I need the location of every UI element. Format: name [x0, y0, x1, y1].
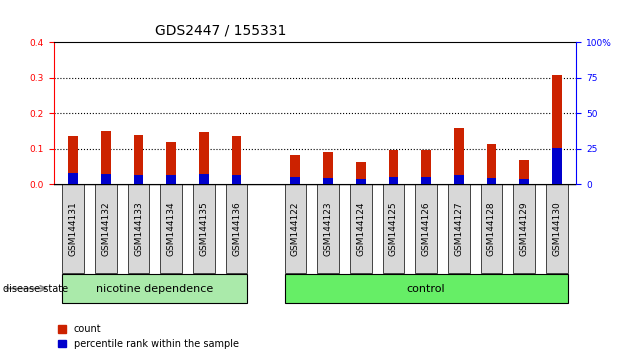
Bar	[285, 184, 306, 273]
Text: GSM144136: GSM144136	[232, 201, 241, 256]
Bar	[232, 175, 241, 184]
Bar	[226, 184, 248, 273]
Bar	[290, 155, 301, 184]
Bar	[68, 173, 78, 184]
Bar	[389, 150, 398, 184]
Bar	[454, 128, 464, 184]
Text: GDS2447 / 155331: GDS2447 / 155331	[155, 23, 286, 37]
Bar	[421, 177, 431, 184]
Bar	[134, 135, 144, 184]
Bar	[486, 144, 496, 184]
Text: GSM144125: GSM144125	[389, 201, 398, 256]
Bar	[513, 184, 535, 273]
Bar	[161, 184, 182, 273]
Bar	[95, 184, 117, 273]
Bar	[68, 136, 78, 184]
Bar	[546, 184, 568, 273]
Bar	[519, 160, 529, 184]
Text: GSM144131: GSM144131	[69, 201, 77, 256]
Bar	[421, 150, 431, 184]
Text: disease state: disease state	[3, 284, 68, 293]
Text: GSM144123: GSM144123	[324, 201, 333, 256]
Bar	[382, 184, 404, 273]
Text: GSM144135: GSM144135	[199, 201, 209, 256]
Bar	[193, 184, 215, 273]
Text: GSM144130: GSM144130	[553, 201, 561, 256]
Bar	[101, 174, 111, 184]
Bar	[166, 175, 176, 184]
Bar	[285, 274, 568, 303]
Bar	[552, 148, 562, 184]
Text: GSM144134: GSM144134	[167, 201, 176, 256]
Bar	[356, 162, 365, 184]
Text: nicotine dependence: nicotine dependence	[96, 284, 214, 293]
Bar	[486, 178, 496, 184]
Bar	[481, 184, 502, 273]
Bar	[62, 274, 248, 303]
Bar	[323, 178, 333, 184]
Text: GSM144128: GSM144128	[487, 201, 496, 256]
Bar	[134, 175, 144, 184]
Bar	[62, 184, 84, 273]
Text: GSM144124: GSM144124	[356, 201, 365, 256]
Text: GSM144127: GSM144127	[454, 201, 463, 256]
Bar	[128, 184, 149, 273]
Text: control: control	[407, 284, 445, 293]
Text: GSM144129: GSM144129	[520, 201, 529, 256]
Bar	[552, 75, 562, 184]
Bar	[199, 132, 209, 184]
Bar	[415, 184, 437, 273]
Bar	[389, 177, 398, 184]
Text: GSM144122: GSM144122	[291, 201, 300, 256]
Text: GSM144132: GSM144132	[101, 201, 110, 256]
Bar	[232, 136, 241, 184]
Bar	[101, 131, 111, 184]
Text: GSM144126: GSM144126	[421, 201, 431, 256]
Legend: count, percentile rank within the sample: count, percentile rank within the sample	[59, 324, 239, 349]
Bar	[199, 174, 209, 184]
Text: GSM144133: GSM144133	[134, 201, 143, 256]
Bar	[448, 184, 469, 273]
Bar	[454, 175, 464, 184]
Bar	[356, 179, 365, 184]
Bar	[519, 179, 529, 184]
Bar	[318, 184, 339, 273]
Bar	[350, 184, 372, 273]
Bar	[290, 177, 301, 184]
Bar	[166, 142, 176, 184]
Bar	[323, 152, 333, 184]
